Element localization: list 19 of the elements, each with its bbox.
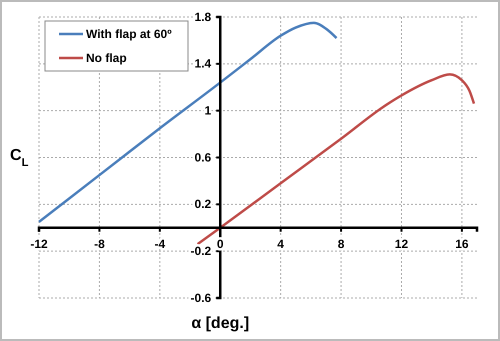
x-tick-label: 12 xyxy=(394,236,408,251)
y-tick-label: -0.6 xyxy=(190,290,212,305)
y-tick-label: 0.6 xyxy=(194,150,212,164)
x-tick-label: -8 xyxy=(94,236,106,251)
x-tick-label: 16 xyxy=(455,236,469,251)
line-series xyxy=(38,22,338,224)
y-tick-label: 1 xyxy=(204,104,212,118)
y-tick-label: -0.2 xyxy=(190,244,212,258)
x-tick-label: 4 xyxy=(277,236,284,251)
y-tick-label: 0.2 xyxy=(194,197,212,212)
y-axis-title: C$_{L}$ xyxy=(10,147,29,169)
y-tick-label: 1.4 xyxy=(194,56,212,71)
y-tick-label: 1.8 xyxy=(194,10,212,24)
legend-label: No flap xyxy=(86,51,127,65)
x-tick-label: -4 xyxy=(154,236,166,251)
x-axis-title: α [deg.] xyxy=(191,315,250,332)
x-tick-label: -12 xyxy=(30,236,48,251)
x-tick-label: 8 xyxy=(338,236,345,251)
legend-label: With flap at 60º xyxy=(86,27,172,41)
